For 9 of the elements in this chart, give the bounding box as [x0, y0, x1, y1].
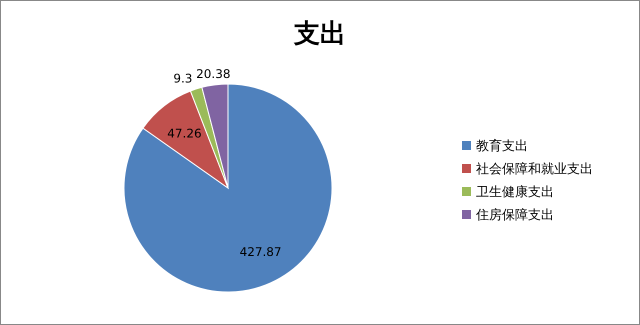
data-label: 427.87	[240, 244, 282, 259]
legend-label: 教育支出	[476, 138, 528, 154]
chart-title: 支出	[293, 19, 346, 49]
legend-label: 社会保障和就业支出	[476, 162, 593, 177]
legend-label: 住房保障支出	[475, 207, 554, 223]
legend-label: 卫生健康支出	[476, 185, 554, 200]
data-label: 47.26	[167, 126, 202, 140]
data-label: 9.3	[173, 72, 192, 86]
data-label: 20.38	[196, 66, 231, 81]
